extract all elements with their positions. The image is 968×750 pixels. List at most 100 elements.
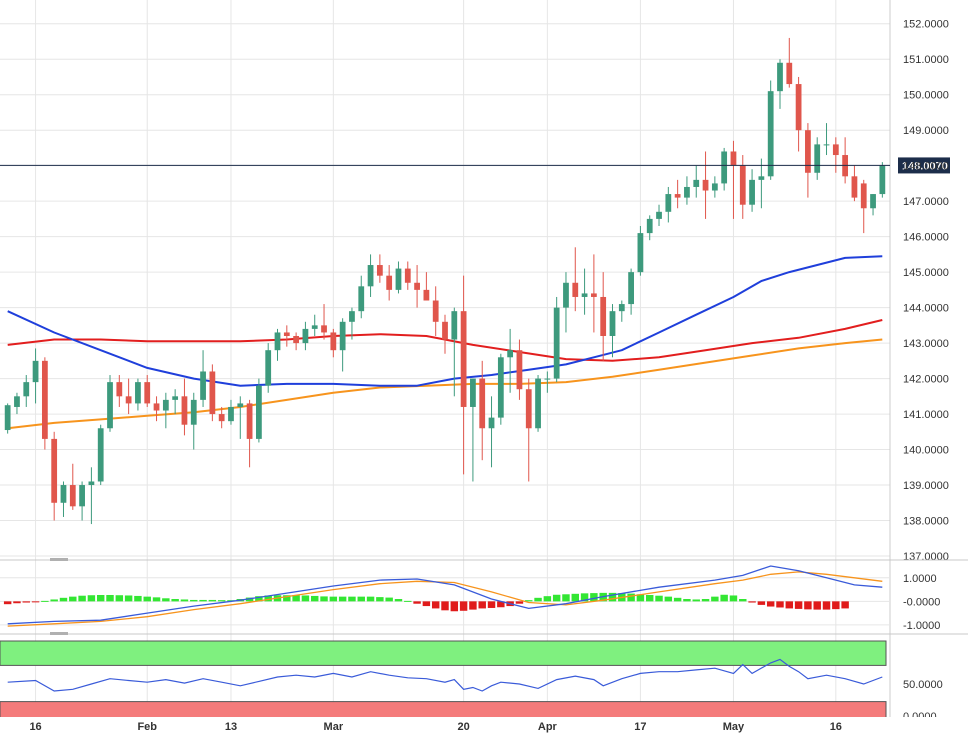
divider-macd-rsi-handle-icon	[50, 632, 68, 635]
macd-bar-positive	[283, 595, 291, 602]
macd-bar-positive	[78, 595, 86, 602]
macd-bar-positive	[664, 596, 673, 602]
candle-down	[376, 254, 383, 283]
candle-body	[609, 311, 616, 336]
candle-down	[460, 275, 467, 475]
candle-body	[432, 300, 439, 322]
candle-up	[777, 59, 783, 109]
time-axis-background	[0, 717, 968, 750]
candle-body	[805, 130, 811, 173]
candle-down	[209, 364, 216, 422]
candle-down	[432, 286, 439, 336]
candle-up	[544, 371, 551, 393]
candle-body	[739, 165, 746, 205]
candle-body	[162, 399, 169, 411]
candle-down	[860, 179, 867, 234]
candle-body	[41, 360, 48, 439]
candle-down	[181, 378, 188, 436]
macd-bar-positive	[134, 595, 142, 602]
macd-bar-positive	[673, 597, 682, 602]
macd-bar-positive	[320, 596, 328, 602]
macd-bar-negative	[832, 601, 840, 610]
candle-up	[618, 300, 625, 322]
candle-body	[246, 403, 253, 439]
candle-up	[767, 80, 774, 180]
macd-bar-positive	[376, 597, 384, 602]
time-axis[interactable]: 16 Feb 13 Mar 20 Apr 17 May 16	[0, 717, 968, 750]
candle-body	[237, 403, 244, 407]
price-tick-label: 139.0000	[903, 480, 949, 492]
candle-body	[581, 293, 588, 297]
candle-body	[153, 403, 160, 411]
candle-down	[674, 179, 681, 209]
time-tick-label: Mar	[324, 721, 344, 733]
price-tick-label: 141.0000	[903, 409, 949, 421]
macd-bar-negative	[13, 601, 21, 604]
candle-body	[414, 282, 420, 290]
macd-bar-positive	[729, 595, 738, 602]
candle-up	[497, 353, 504, 425]
candle-up	[79, 481, 85, 521]
macd-bar-positive	[199, 599, 207, 602]
macd-bar-positive	[608, 592, 617, 602]
panel-dividers[interactable]	[0, 558, 968, 635]
candle-body	[386, 275, 393, 290]
macd-bar-negative	[22, 601, 30, 603]
price-tick-label: 142.0000	[903, 374, 949, 386]
candle-body	[516, 350, 523, 390]
macd-bar-positive	[627, 593, 635, 602]
candle-down	[832, 137, 839, 173]
candle-body	[69, 485, 76, 507]
macd-bar-positive	[106, 594, 114, 602]
candle-body	[60, 485, 67, 503]
macd-lines	[7, 565, 883, 627]
candle-body	[265, 350, 272, 386]
candle-down	[144, 375, 151, 407]
candle-body	[777, 62, 783, 92]
macd-bar-negative	[822, 601, 831, 610]
candle-body	[702, 179, 709, 191]
candle-up	[451, 307, 458, 397]
macd-bar-negative	[497, 601, 505, 608]
candle-up	[200, 350, 206, 407]
macd-axis: 1.0000 -0.0000 -1.0000	[903, 573, 940, 632]
time-tick-label: Apr	[538, 721, 558, 733]
macd-bar-negative	[766, 601, 775, 607]
macd-bar-positive	[329, 596, 338, 602]
ma-red-line	[7, 319, 883, 362]
time-tick-label: 16	[830, 721, 842, 733]
candle-down	[404, 261, 411, 290]
candle-body	[97, 428, 104, 482]
macd-bar-positive	[655, 595, 663, 602]
macd-bar-positive	[348, 596, 356, 602]
macd-bar-positive	[311, 595, 319, 602]
macd-bar-negative	[31, 601, 40, 603]
candle-down	[590, 254, 597, 333]
candle-down	[125, 378, 132, 415]
candle-body	[507, 350, 514, 358]
macd-bar-positive	[534, 597, 542, 602]
macd-tick-label: -0.0000	[903, 596, 940, 608]
candle-body	[144, 382, 151, 404]
candle-down	[786, 37, 793, 88]
price-tick-label: 145.0000	[903, 267, 949, 279]
macd-bar-positive	[338, 596, 347, 602]
candle-up	[228, 399, 234, 425]
time-tick-label: Feb	[137, 721, 157, 733]
macd-bar-positive	[171, 599, 179, 602]
candle-up	[823, 123, 830, 156]
candle-up	[190, 392, 197, 450]
rsi-bands	[0, 640, 887, 729]
candle-up	[256, 378, 262, 443]
candle-body	[181, 396, 188, 425]
candle-up	[507, 328, 514, 393]
last-price-marker: 148.0070	[0, 157, 950, 174]
macd-bar-positive	[394, 599, 403, 602]
macd-bar-positive	[264, 595, 272, 602]
candle-body	[125, 396, 132, 404]
price-axis[interactable]: 137.0000 138.0000 139.0000 140.0000 141.0000…	[903, 19, 949, 563]
candle-up	[609, 304, 616, 358]
rsi-axis: 50.00000.0000	[903, 679, 943, 723]
macd-bar-negative	[748, 601, 756, 603]
